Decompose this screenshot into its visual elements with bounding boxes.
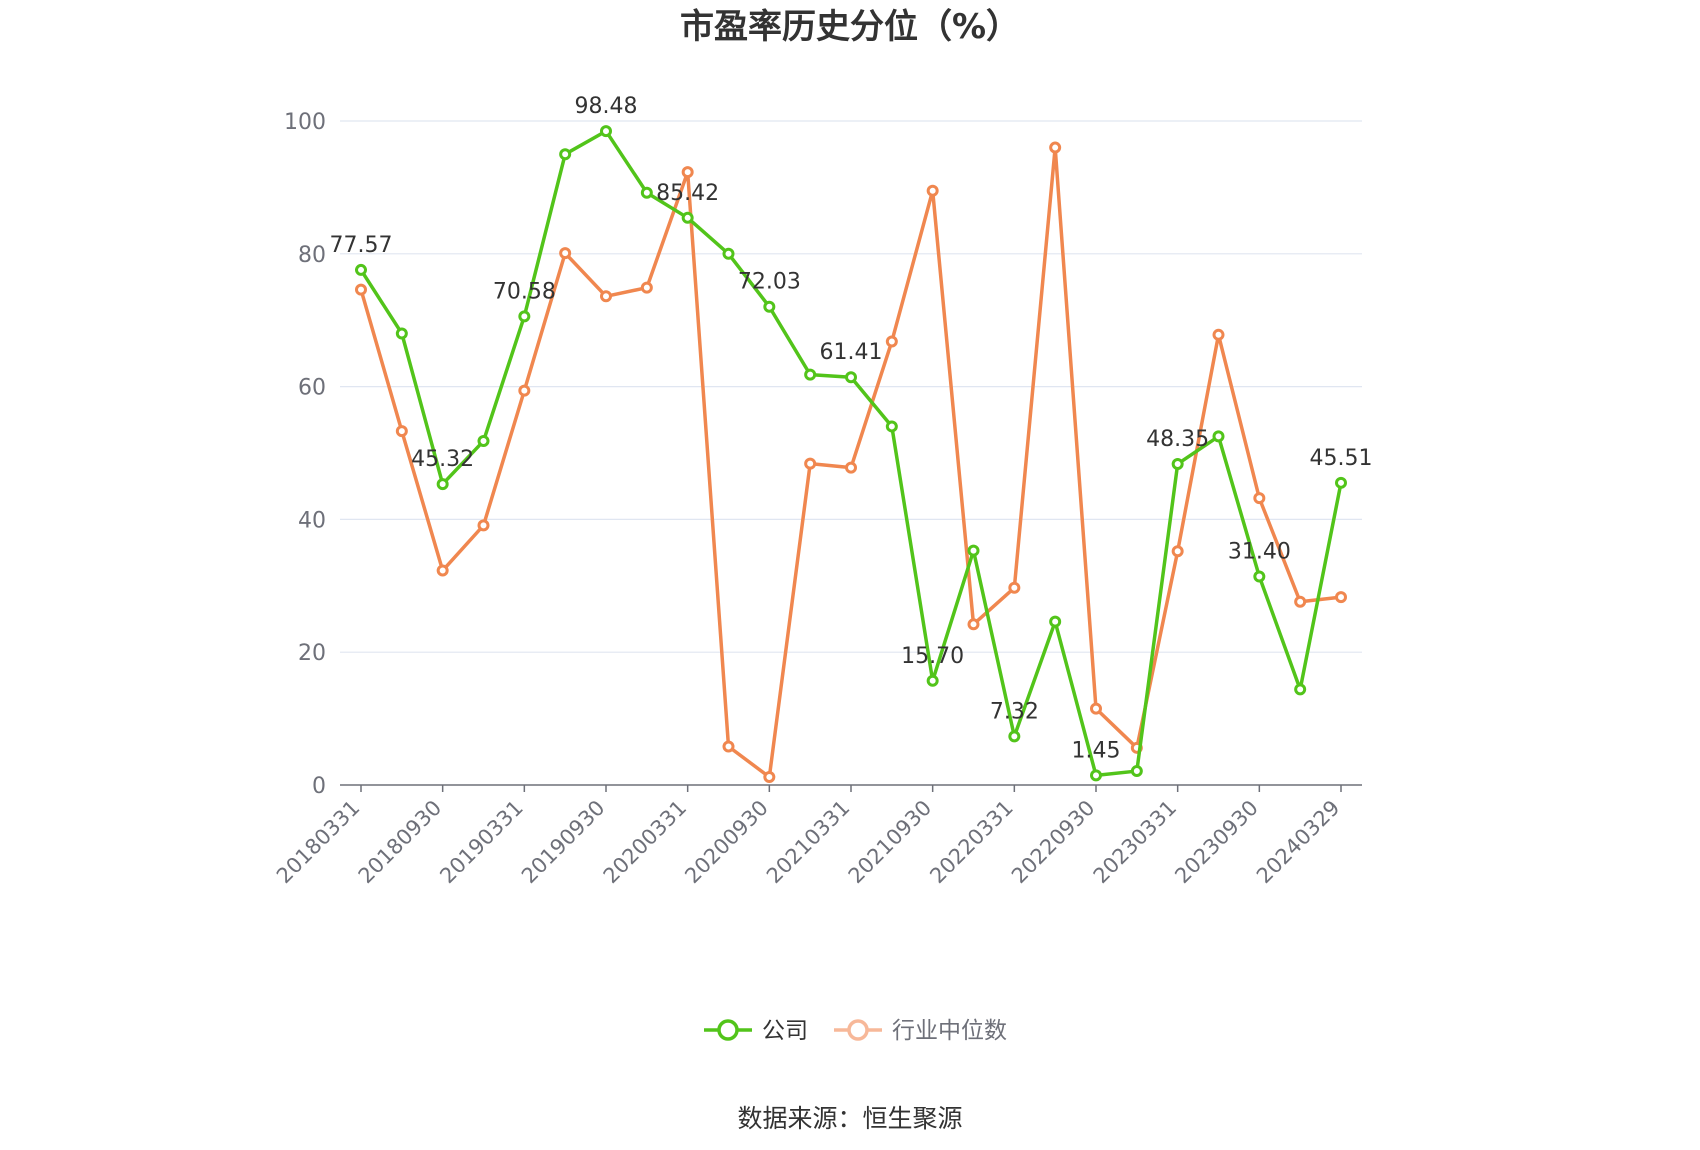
x-tick-label: 20210930 bbox=[844, 796, 937, 889]
data-point bbox=[1294, 595, 1307, 608]
data-point bbox=[436, 478, 449, 491]
data-point bbox=[559, 148, 572, 161]
data-point bbox=[926, 184, 939, 197]
data-point bbox=[1049, 141, 1062, 154]
data-point bbox=[640, 186, 653, 199]
legend-marker bbox=[847, 1019, 869, 1041]
y-tick-label: 100 bbox=[284, 110, 326, 135]
data-point bbox=[1049, 615, 1062, 628]
data-point bbox=[640, 281, 653, 294]
series-line bbox=[359, 129, 1343, 778]
data-label: 45.51 bbox=[1310, 446, 1373, 471]
data-point bbox=[763, 771, 776, 784]
x-tick-label: 20200331 bbox=[599, 796, 692, 889]
y-tick-label: 0 bbox=[312, 774, 326, 799]
data-label: 70.58 bbox=[493, 279, 556, 304]
grid-lines bbox=[340, 120, 1362, 653]
data-point bbox=[1130, 765, 1143, 778]
data-point bbox=[681, 211, 694, 224]
x-tick-label: 20180930 bbox=[354, 796, 447, 889]
data-point bbox=[1008, 730, 1021, 743]
chart-title: 市盈率历史分位（%） bbox=[680, 7, 1020, 47]
data-point bbox=[1090, 702, 1102, 715]
x-axis: 2018033120180930201903312019093020200331… bbox=[272, 784, 1362, 889]
x-tick-label: 20220930 bbox=[1007, 796, 1100, 889]
data-point bbox=[804, 457, 817, 470]
data-point bbox=[518, 310, 531, 323]
data-point bbox=[355, 283, 367, 296]
y-tick-label: 40 bbox=[298, 508, 326, 533]
data-point bbox=[885, 335, 898, 348]
data-point bbox=[722, 740, 735, 753]
data-point bbox=[926, 674, 939, 687]
data-point bbox=[1212, 328, 1225, 341]
data-point bbox=[1335, 476, 1347, 489]
data-point bbox=[600, 125, 612, 138]
data-label: 7.32 bbox=[990, 699, 1039, 724]
x-tick-label: 20210331 bbox=[762, 796, 855, 889]
data-point bbox=[885, 420, 898, 433]
data-point bbox=[395, 425, 408, 438]
series-1 bbox=[355, 141, 1347, 784]
legend-marker bbox=[717, 1019, 739, 1041]
data-point bbox=[722, 247, 735, 260]
data-point bbox=[477, 435, 490, 448]
data-label: 98.48 bbox=[575, 94, 638, 119]
data-point bbox=[967, 544, 980, 557]
x-tick-label: 20240329 bbox=[1252, 796, 1345, 889]
x-tick-label: 20180331 bbox=[272, 796, 365, 889]
legend-item[interactable]: 行业中位数 bbox=[834, 1018, 1007, 1044]
x-tick-label: 20220331 bbox=[925, 796, 1018, 889]
data-point bbox=[845, 461, 857, 474]
data-point bbox=[1253, 492, 1266, 505]
data-point bbox=[681, 166, 694, 179]
x-tick-label: 20190930 bbox=[517, 796, 610, 889]
data-point bbox=[763, 300, 776, 313]
data-point bbox=[518, 384, 531, 397]
data-source: 数据来源：恒生聚源 bbox=[737, 1104, 962, 1133]
data-point bbox=[1212, 430, 1225, 443]
series-layer bbox=[355, 125, 1347, 784]
data-point bbox=[845, 371, 857, 384]
data-label: 85.42 bbox=[656, 181, 719, 206]
x-tick-label: 20230331 bbox=[1089, 796, 1182, 889]
legend-label: 行业中位数 bbox=[892, 1018, 1007, 1044]
data-point bbox=[355, 263, 367, 276]
data-point bbox=[804, 368, 817, 381]
data-point bbox=[1008, 581, 1021, 594]
data-label: 45.32 bbox=[411, 447, 474, 472]
data-label: 31.40 bbox=[1228, 540, 1291, 565]
data-point bbox=[1171, 545, 1184, 558]
legend-item[interactable]: 公司 bbox=[704, 1018, 808, 1044]
data-point bbox=[967, 618, 980, 631]
data-point bbox=[1171, 457, 1184, 470]
data-label: 48.35 bbox=[1146, 427, 1209, 452]
data-point bbox=[1090, 769, 1102, 782]
data-point bbox=[395, 327, 408, 340]
data-label: 61.41 bbox=[820, 340, 883, 365]
data-label: 1.45 bbox=[1072, 738, 1121, 763]
data-point bbox=[436, 564, 449, 577]
legend-label: 公司 bbox=[762, 1018, 808, 1044]
y-axis: 0 20 40 60 80 100 bbox=[284, 110, 326, 799]
data-labels: 77.57 45.32 70.58 98.48 85.42 72.03 61.41 15.70… bbox=[330, 94, 1373, 763]
y-tick-label: 80 bbox=[298, 243, 326, 268]
y-tick-label: 20 bbox=[298, 641, 326, 666]
series-0 bbox=[355, 125, 1347, 782]
x-tick-label: 20190331 bbox=[435, 796, 528, 889]
data-point bbox=[1335, 591, 1347, 604]
data-point bbox=[1253, 570, 1266, 583]
x-tick-label: 20230930 bbox=[1170, 796, 1263, 889]
data-point bbox=[1294, 683, 1307, 696]
legend[interactable]: 公司 行业中位数 bbox=[704, 1018, 1007, 1044]
data-point bbox=[559, 247, 572, 260]
data-label: 77.57 bbox=[330, 233, 393, 258]
y-tick-label: 60 bbox=[298, 376, 326, 401]
data-label: 72.03 bbox=[738, 270, 801, 295]
data-point bbox=[477, 519, 490, 532]
data-label: 15.70 bbox=[901, 644, 964, 669]
x-tick-label: 20200930 bbox=[680, 796, 773, 889]
data-point bbox=[600, 290, 612, 303]
